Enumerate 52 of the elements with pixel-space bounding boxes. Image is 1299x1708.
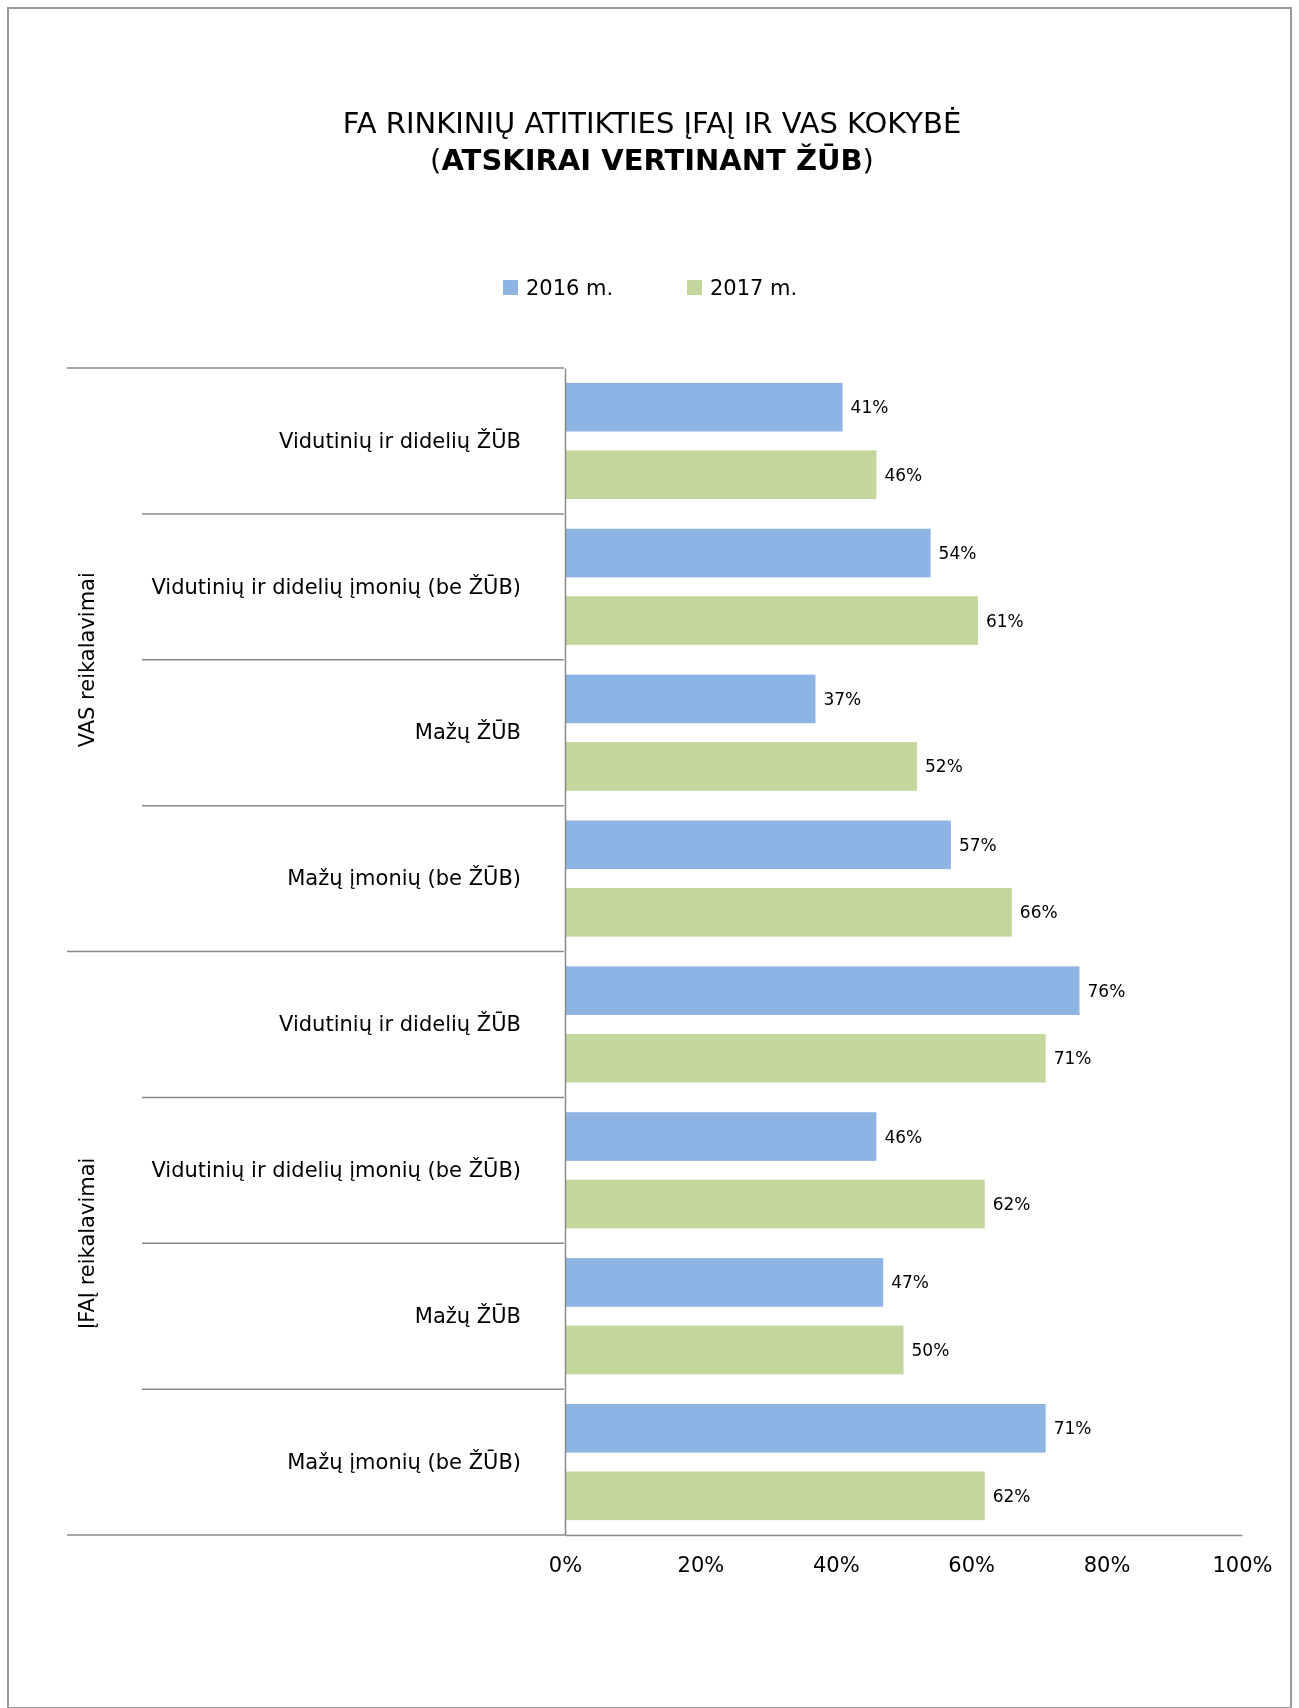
x-tick-label: 20% [677,1552,725,1577]
x-tick-label: 40% [812,1552,860,1577]
x-tick-label: 60% [948,1552,996,1577]
data-label: 71% [1053,1048,1092,1069]
x-tick-label: 0% [548,1552,583,1577]
y-tick-label: Vidutinių ir didelių ŽŪB [279,1011,521,1037]
bar [565,674,816,724]
bar [565,1325,904,1375]
text: ĮFAĮ reikalavimai [75,1157,99,1329]
data-label: 57% [958,834,997,855]
data-label: 62% [992,1194,1031,1215]
bar [565,382,843,432]
text: VAS reikalavimai [75,572,99,748]
bar [565,1471,985,1521]
data-label: 66% [1019,902,1058,923]
x-tick-label: 100% [1212,1552,1273,1577]
y-tick-label: Vidutinių ir didelių įmonių (be ŽŪB) [151,1157,521,1183]
y-tick-label: Mažų ŽŪB [414,1302,521,1328]
bar [565,966,1080,1015]
bar [565,528,931,578]
data-label: 47% [891,1272,929,1293]
y-tick-label: Vidutinių ir didelių įmonių (be ŽŪB) [151,573,521,599]
bar [565,596,978,645]
data-label: 54% [938,543,977,564]
y-tick-label: Mažų įmonių (be ŽŪB) [287,1448,521,1474]
y-tick-label: Mažų ŽŪB [414,719,521,745]
data-label: 46% [884,1126,923,1147]
bar [565,1112,877,1161]
chart-subtitle: (ATSKIRAI VERTINANT ŽŪB) [430,143,874,177]
bar [565,742,918,791]
chart-title: FA RINKINIŲ ATITIKTIES ĮFAĮ IR VAS KOKYBĖ [342,106,962,140]
data-label: 41% [850,397,889,418]
bar [565,1179,985,1229]
bar [565,1033,1046,1083]
legend-label: 2016 m. [526,276,614,300]
data-label: 52% [925,756,963,777]
bar [565,1258,884,1307]
bar [565,1403,1046,1453]
y-tick-label: Vidutinių ir didelių ŽŪB [279,427,521,453]
legend-label: 2017 m. [710,276,798,300]
bar [565,888,1012,937]
data-label: 71% [1053,1418,1092,1439]
data-label: 76% [1087,980,1126,1001]
data-label: 61% [985,610,1024,631]
data-label: 37% [823,688,862,709]
data-label: 46% [884,464,923,485]
x-tick-label: 80% [1083,1552,1131,1577]
bar [565,820,951,870]
data-label: 50% [911,1339,950,1360]
bar [565,450,877,500]
data-label: 62% [992,1485,1031,1506]
y-tick-label: Mažų įmonių (be ŽŪB) [287,865,521,891]
